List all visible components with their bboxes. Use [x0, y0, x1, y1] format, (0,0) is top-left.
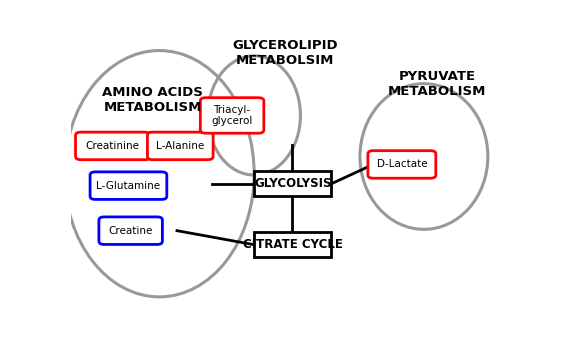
FancyBboxPatch shape	[147, 132, 213, 160]
FancyBboxPatch shape	[368, 151, 436, 178]
Text: Triacyl-
glycerol: Triacyl- glycerol	[212, 105, 253, 126]
Text: PYRUVATE
METABOLISM: PYRUVATE METABOLISM	[388, 70, 486, 98]
FancyBboxPatch shape	[254, 232, 331, 257]
Text: AMINO ACIDS
METABOLISM: AMINO ACIDS METABOLISM	[102, 86, 203, 114]
Text: CITRATE CYCLE: CITRATE CYCLE	[243, 238, 343, 251]
Text: GLYCEROLIPID
METABOLSIM: GLYCEROLIPID METABOLSIM	[232, 39, 338, 67]
FancyBboxPatch shape	[200, 98, 264, 133]
Text: L-Alanine: L-Alanine	[156, 141, 204, 151]
Text: GLYCOLYSIS: GLYCOLYSIS	[254, 177, 332, 190]
FancyBboxPatch shape	[76, 132, 150, 160]
FancyBboxPatch shape	[90, 172, 167, 200]
FancyBboxPatch shape	[254, 171, 331, 196]
Text: Creatine: Creatine	[109, 226, 153, 236]
Text: L-Glutamine: L-Glutamine	[96, 181, 160, 191]
FancyBboxPatch shape	[99, 217, 162, 245]
Text: D-Lactate: D-Lactate	[377, 160, 427, 170]
Text: Creatinine: Creatinine	[86, 141, 140, 151]
